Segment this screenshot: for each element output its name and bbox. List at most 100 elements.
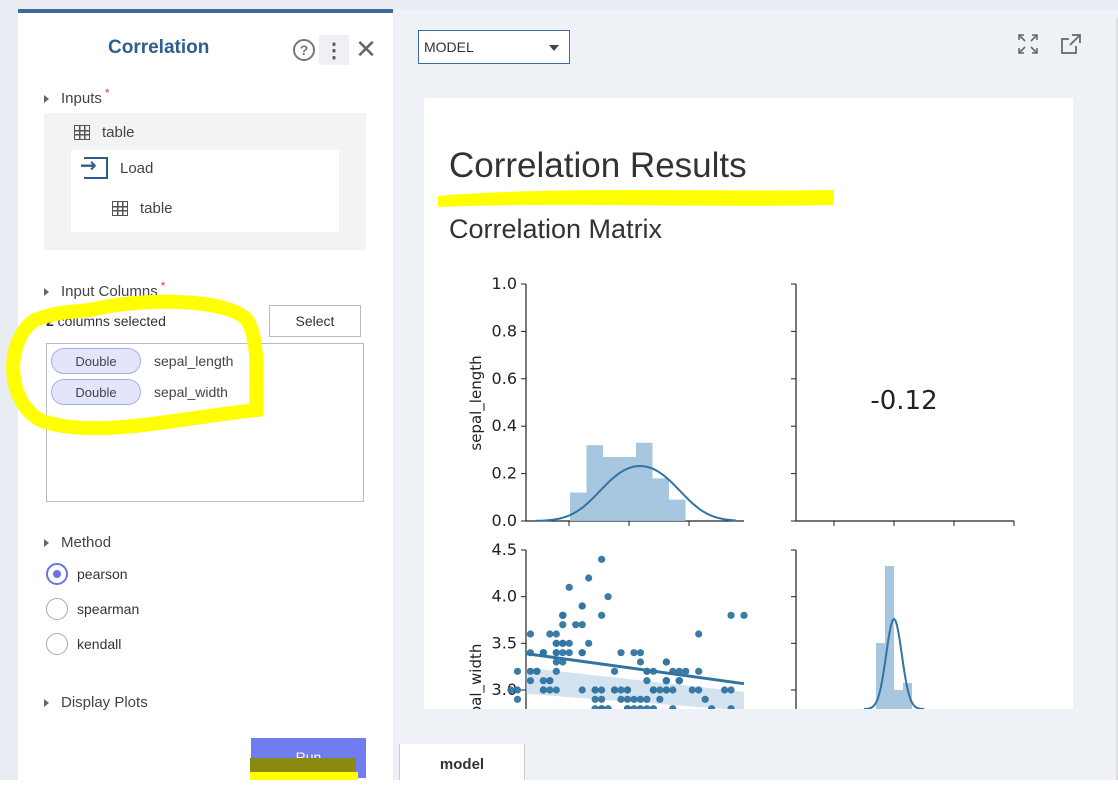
help-icon[interactable]: ? — [293, 39, 315, 61]
column-item[interactable]: Double sepal_length — [51, 348, 233, 374]
scatter-point — [559, 639, 567, 647]
output-area: MODEL Correlation Results Correlation Ma… — [394, 9, 1118, 789]
required-marker: * — [104, 85, 110, 100]
scatter-point — [695, 630, 703, 638]
scatter-point — [552, 658, 560, 666]
scatter-point — [623, 686, 632, 694]
bottom-strip — [0, 780, 1118, 789]
scatter-point — [636, 695, 645, 703]
scatter-point — [552, 639, 560, 647]
scatter-point — [662, 677, 670, 685]
scatter-point — [604, 593, 612, 601]
scatter-point — [643, 705, 651, 709]
display-plots-label: Display Plots — [61, 694, 148, 711]
scatter-point — [565, 583, 573, 591]
columns-selected-text: 2 columns selected — [46, 313, 166, 329]
method-option-pearson[interactable]: pearson — [46, 563, 128, 585]
scatter-point — [552, 649, 560, 657]
histogram-bar — [669, 499, 686, 521]
display-plots-section-toggle[interactable]: Display Plots — [44, 694, 148, 711]
method-label: Method — [61, 534, 112, 551]
scatter-point — [526, 667, 535, 675]
y-tick-label: 0.8 — [492, 321, 517, 340]
scatter-point — [591, 686, 599, 694]
scatter-point — [695, 686, 703, 694]
panel-title: Correlation — [108, 37, 210, 58]
scatter-point — [662, 686, 670, 694]
input-columns-section-toggle[interactable]: Input Columns * — [44, 279, 165, 300]
y-tick-label: 1.0 — [492, 274, 517, 293]
scatter-point — [630, 649, 638, 657]
scatter-point — [688, 686, 696, 694]
inputs-label: Inputs — [61, 90, 102, 107]
output-type-select[interactable]: MODEL — [418, 30, 570, 64]
correlation-panel: Correlation ? ⋮ ✕ Inputs * table Load ta… — [18, 9, 393, 780]
more-options-icon[interactable]: ⋮ — [319, 35, 349, 65]
scatter-point — [565, 649, 573, 657]
y-axis-label: sepal_length — [467, 355, 486, 450]
load-item[interactable]: Load — [80, 153, 153, 179]
scatter-point — [636, 658, 645, 666]
scatter-point — [578, 621, 586, 629]
histogram-bar — [586, 445, 603, 521]
scatter-point — [552, 686, 560, 694]
scatter-point — [513, 686, 522, 694]
expand-triangle-icon — [44, 287, 49, 296]
scatter-point — [662, 658, 670, 666]
input-table-label: table — [102, 124, 135, 141]
radio-button[interactable] — [46, 598, 68, 620]
scrollbar[interactable] — [1116, 18, 1118, 789]
method-section-toggle[interactable]: Method — [44, 534, 111, 551]
run-button[interactable]: Run — [251, 738, 366, 778]
y-tick-label: 0.4 — [492, 416, 517, 435]
fullscreen-icon[interactable] — [1017, 33, 1039, 55]
regression-ci-band — [526, 667, 744, 709]
close-icon[interactable]: ✕ — [355, 35, 377, 65]
column-item[interactable]: Double sepal_width — [51, 379, 228, 405]
scatter-point — [727, 705, 735, 709]
load-table-item[interactable]: table — [112, 200, 173, 217]
radio-button-selected[interactable] — [46, 563, 68, 585]
column-type-badge: Double — [51, 379, 141, 405]
scatter-point — [669, 686, 677, 694]
y-tick-label: 0.0 — [492, 511, 517, 530]
scatter-point — [682, 667, 690, 675]
method-option-spearman[interactable]: spearman — [46, 598, 139, 620]
scatter-point — [598, 705, 606, 709]
regression-line — [525, 652, 745, 686]
scatter-point — [539, 686, 547, 694]
method-option-label: pearson — [77, 566, 128, 582]
expand-triangle-icon — [44, 94, 49, 103]
histogram-bar — [603, 457, 620, 521]
output-type-value: MODEL — [424, 39, 474, 55]
scatter-point — [598, 686, 606, 694]
correlation-value: -0.12 — [870, 386, 937, 416]
select-columns-button[interactable]: Select — [269, 305, 361, 337]
method-option-label: spearman — [77, 601, 140, 617]
radio-button[interactable] — [46, 633, 68, 655]
open-external-icon[interactable] — [1060, 33, 1082, 55]
scatter-point — [617, 649, 625, 657]
scatter-point — [617, 695, 625, 703]
y-tick-label: 0.2 — [492, 464, 517, 483]
scatter-point — [630, 705, 638, 709]
histogram-bar — [652, 478, 669, 521]
scatter-point — [636, 705, 645, 709]
histogram-bar — [894, 690, 903, 709]
inputs-section-toggle[interactable]: Inputs * — [44, 86, 110, 107]
scatter-point — [598, 555, 606, 563]
scatter-point — [669, 705, 677, 709]
y-tick-label: 4.0 — [492, 587, 517, 606]
input-table-item[interactable]: table — [74, 124, 135, 141]
tab-model[interactable]: model — [399, 744, 525, 784]
scatter-point — [578, 686, 586, 694]
selected-suffix: columns selected — [53, 313, 166, 329]
scatter-point — [565, 639, 573, 647]
scatter-point — [708, 705, 716, 709]
histogram-bar — [876, 643, 885, 709]
scatter-point — [591, 705, 599, 709]
method-option-kendall[interactable]: kendall — [46, 633, 121, 655]
scatter-point — [636, 649, 645, 657]
scatter-point — [720, 686, 729, 694]
scatter-point — [740, 611, 748, 619]
